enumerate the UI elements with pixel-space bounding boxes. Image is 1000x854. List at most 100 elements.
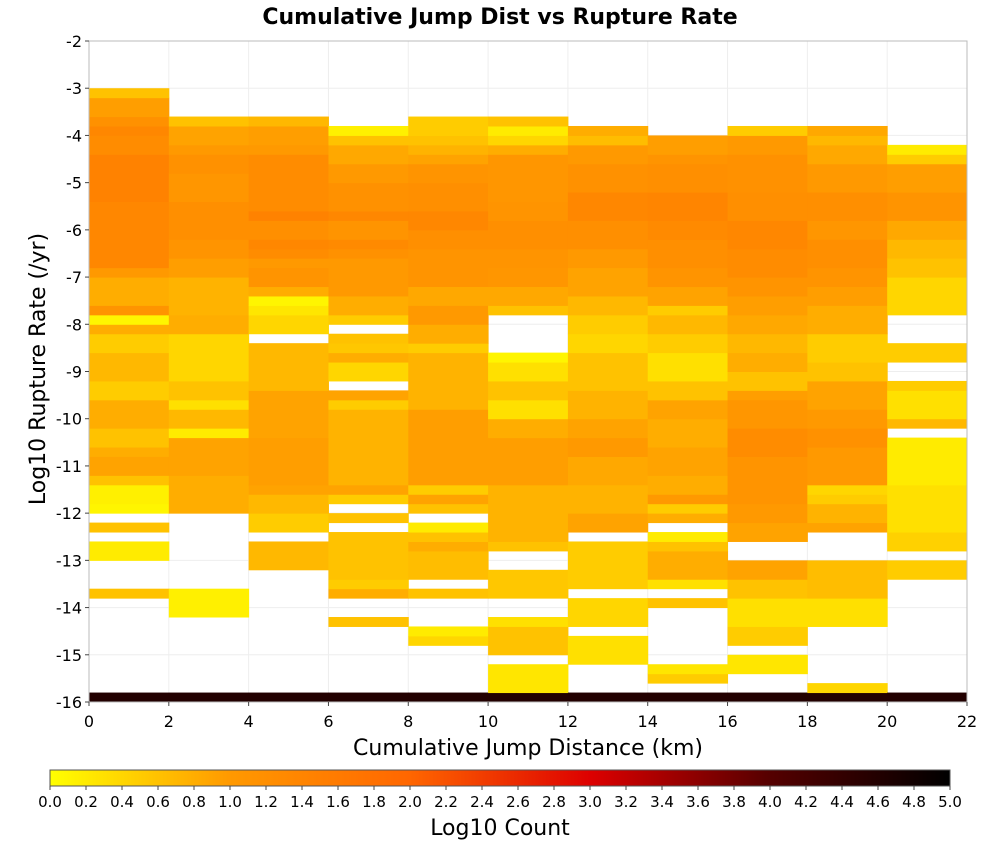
heatmap-cell [328, 333, 409, 344]
heatmap-cell [887, 239, 968, 259]
colorbar-tick-label: 4.6 [866, 793, 890, 811]
heatmap-cell [328, 210, 409, 221]
y-tick-label: -10 [56, 410, 82, 429]
heatmap-cell [248, 314, 329, 335]
colorbar-tick-label: 1.6 [326, 793, 350, 811]
colorbar-gradient [49, 769, 951, 787]
heatmap-cell [647, 163, 729, 193]
heatmap-cell [89, 352, 170, 382]
heatmap-cell [567, 314, 649, 335]
heatmap-cell [248, 125, 329, 146]
heatmap-cell [807, 267, 888, 288]
heatmap-cell [647, 239, 729, 269]
heatmap-cell [647, 579, 729, 590]
heatmap-cell [647, 333, 729, 354]
heatmap-cell [248, 692, 329, 703]
heatmap-cell [567, 598, 649, 627]
heatmap-cell [89, 267, 170, 278]
heatmap-cell [727, 503, 808, 524]
heatmap-cell [647, 598, 729, 609]
colorbar-tick-label: 0.4 [110, 793, 134, 811]
heatmap-cell [408, 626, 489, 637]
heatmap-cell [647, 503, 729, 514]
heatmap-cell [807, 286, 888, 306]
heatmap-cell [328, 352, 409, 363]
heatmap-cell [727, 654, 808, 675]
heatmap-cell [328, 144, 409, 165]
heatmap-cell [647, 220, 729, 240]
heatmap-cell [168, 409, 250, 429]
heatmap-cell [807, 192, 888, 221]
x-axis-label: Cumulative Jump Distance (km) [353, 736, 703, 761]
heatmap-cell [647, 418, 729, 448]
heatmap-cell [89, 116, 170, 127]
heatmap-cell [248, 295, 329, 306]
heatmap-cell [408, 635, 489, 646]
y-axis-label: Log10 Rupture Rate (/yr) [26, 233, 51, 505]
heatmap-cell [328, 484, 409, 495]
x-tick-label: 22 [957, 712, 977, 731]
heatmap-cell [567, 541, 649, 590]
heatmap-cell [408, 503, 489, 514]
y-tick-label: -15 [56, 646, 82, 665]
heatmap-cell [488, 664, 569, 694]
heatmap-cell [248, 437, 329, 486]
heatmap-cell [727, 522, 808, 542]
heatmap-cell [248, 494, 329, 514]
heatmap-cell [408, 494, 489, 505]
heatmap-cell [647, 550, 729, 580]
heatmap-cell [727, 598, 808, 627]
heatmap-cell [807, 522, 888, 533]
heatmap-cell [567, 418, 649, 439]
heatmap-cell [168, 428, 250, 439]
heatmap-cell [168, 437, 250, 476]
heatmap-cell [168, 692, 250, 703]
heatmap-cell [89, 541, 170, 561]
colorbar-tick-label: 2.8 [542, 793, 566, 811]
heatmap-cell [807, 163, 888, 193]
heatmap-cell [248, 220, 329, 240]
heatmap-cell [328, 163, 409, 184]
heatmap-cell [727, 125, 808, 136]
heatmap-cell [887, 380, 968, 391]
heatmap-cell [408, 692, 489, 703]
heatmap-cell [567, 295, 649, 316]
heatmap-cell [807, 683, 888, 694]
heatmap-cell [488, 248, 569, 269]
heatmap-cell [647, 532, 729, 542]
heatmap-cell [328, 182, 409, 212]
heatmap-cell [168, 475, 250, 514]
heatmap-cell [647, 673, 729, 684]
heatmap-cell [89, 97, 170, 118]
heatmap-cell [168, 277, 250, 316]
heatmap-cell [328, 220, 409, 240]
x-tick-label: 16 [717, 712, 737, 731]
heatmap-cell [408, 286, 489, 306]
heatmap-cell [887, 258, 968, 278]
heatmap-cell [89, 201, 170, 269]
y-tick-label: -4 [66, 126, 82, 145]
heatmap-cell [647, 541, 729, 552]
heatmap-cell [647, 475, 729, 495]
heatmap-cell [727, 399, 808, 429]
heatmap-cell [727, 220, 808, 250]
heatmap-cell [647, 154, 729, 165]
x-axis-ticks: 0 2 4 6 8 10 12 14 16 18 20 22 [84, 702, 977, 731]
heatmap-cell [807, 428, 888, 448]
heatmap-cell [727, 390, 808, 401]
y-tick-label: -9 [66, 363, 82, 382]
heatmap-cell [328, 399, 409, 410]
y-tick-label: -2 [66, 32, 82, 51]
heatmap-cell [408, 484, 489, 495]
colorbar-tick-label: 2.0 [398, 793, 422, 811]
y-tick-label: -13 [56, 551, 82, 570]
colorbar-tick-label: 3.0 [578, 793, 602, 811]
heatmap-cell [807, 333, 888, 363]
heatmap-cell [887, 532, 968, 552]
x-tick-label: 20 [877, 712, 897, 731]
heatmap-cell [408, 532, 489, 542]
x-tick-label: 0 [84, 712, 94, 731]
heatmap-cell [807, 135, 888, 146]
heatmap-cell [488, 286, 569, 306]
